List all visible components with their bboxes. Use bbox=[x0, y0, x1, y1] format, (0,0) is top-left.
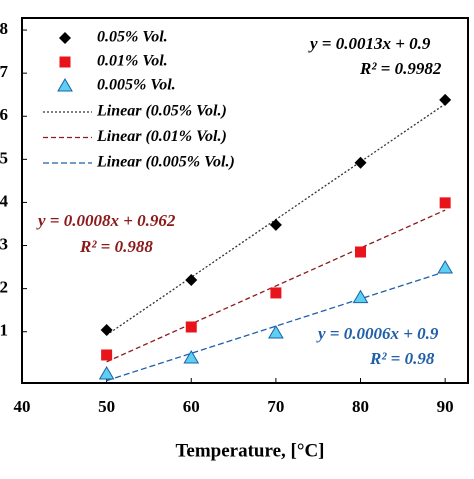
y-tick-label: 8 bbox=[0, 19, 8, 38]
marker bbox=[354, 156, 367, 169]
marker bbox=[183, 350, 200, 364]
marker bbox=[439, 197, 451, 209]
legend-label: 0.01% Vol. bbox=[97, 53, 168, 70]
marker bbox=[98, 365, 115, 380]
marker bbox=[185, 321, 197, 333]
equation-label: y = 0.0013x + 0.9 bbox=[308, 34, 431, 53]
legend-label: 0.05% Vol. bbox=[97, 29, 168, 46]
y-tick-label: 6 bbox=[0, 105, 8, 124]
marker bbox=[439, 93, 452, 106]
marker bbox=[352, 289, 369, 304]
equation-label: R² = 0.988 bbox=[79, 237, 153, 256]
x-axis-label: Temperature, [°C] bbox=[175, 440, 324, 461]
x-tick-label: 60 bbox=[183, 397, 200, 416]
x-tick-label: 80 bbox=[352, 397, 369, 416]
trendline bbox=[106, 209, 446, 363]
marker bbox=[437, 259, 454, 274]
marker bbox=[355, 246, 367, 258]
marker bbox=[101, 349, 113, 361]
marker bbox=[268, 325, 284, 339]
x-tick-label: 70 bbox=[267, 397, 284, 416]
legend-label: Linear (0.01% Vol.) bbox=[96, 128, 227, 145]
legend-label: Linear (0.005% Vol.) bbox=[96, 154, 235, 171]
legend-label: 0.005% Vol. bbox=[97, 77, 176, 94]
marker bbox=[59, 56, 71, 68]
y-tick-label: 5 bbox=[0, 148, 8, 167]
x-tick-label: 40 bbox=[14, 397, 31, 416]
plot-frame bbox=[21, 17, 469, 384]
legend-label: Linear (0.05% Vol.) bbox=[96, 103, 227, 120]
marker bbox=[185, 274, 198, 287]
trendline bbox=[106, 271, 446, 382]
y-tick-label: 3 bbox=[0, 234, 8, 253]
equation-label: R² = 0.98 bbox=[369, 349, 435, 368]
marker bbox=[269, 218, 282, 231]
marker bbox=[57, 78, 73, 92]
equation-label: y = 0.0006x + 0.9 bbox=[316, 324, 439, 343]
marker bbox=[100, 323, 113, 336]
equation-label: R² = 0.9982 bbox=[359, 59, 442, 78]
x-tick-label: 90 bbox=[437, 397, 454, 416]
marker bbox=[270, 287, 282, 299]
equation-label: y = 0.0008x + 0.962 bbox=[36, 211, 176, 230]
x-tick-label: 50 bbox=[98, 397, 115, 416]
marker bbox=[59, 32, 71, 44]
y-tick-label: 2 bbox=[0, 278, 8, 297]
y-tick-label: 7 bbox=[0, 62, 9, 81]
y-tick-label: 1 bbox=[0, 321, 8, 340]
y-tick-label: 4 bbox=[0, 191, 9, 210]
